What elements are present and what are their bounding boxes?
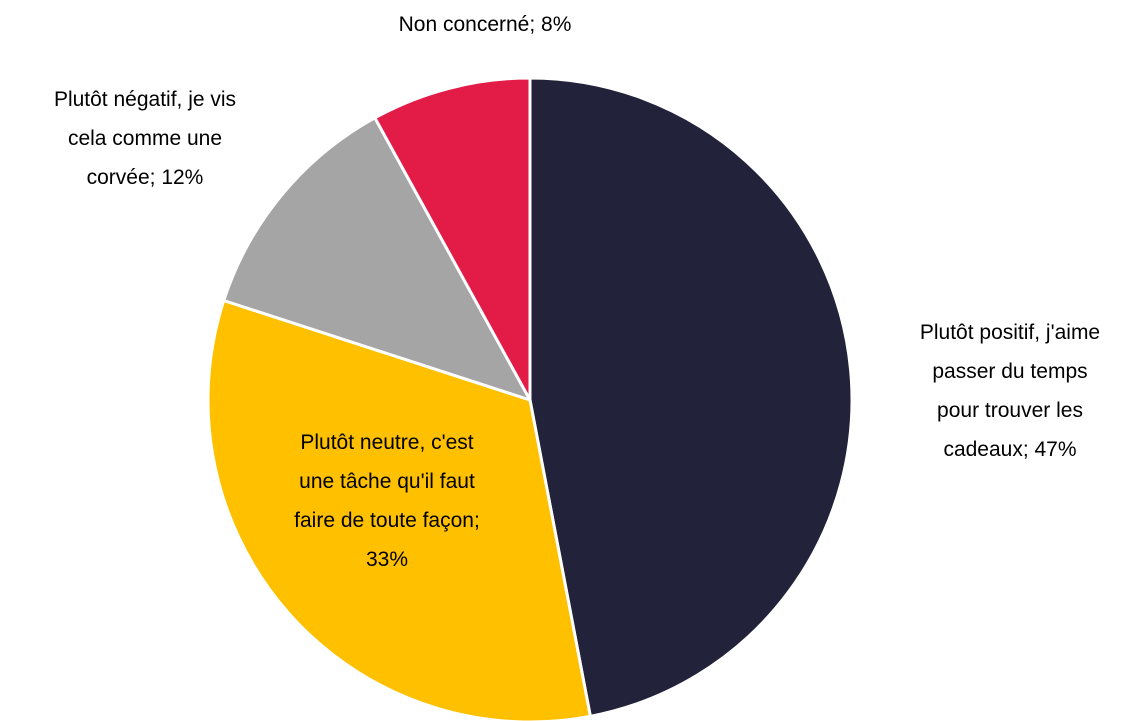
data-label-line: Plutôt positif, j'aime (920, 321, 1100, 344)
data-label-line: une tâche qu'il faut (299, 470, 475, 493)
data-label-line: faire de toute façon; (294, 509, 480, 532)
data-label-line: Non concerné; 8% (399, 13, 572, 36)
pie-slice (206, 298, 592, 721)
data-label: Plutôt neutre, c'est une tâche qu'il faut… (294, 431, 480, 571)
data-label-line: corvée; 12% (87, 166, 204, 189)
data-label: Plutôt négatif, je vis cela comme une corv… (54, 88, 236, 189)
data-label-line: 33% (366, 548, 408, 571)
data-label-line: Plutôt neutre, c'est (300, 431, 473, 454)
data-label-line: cela comme une (68, 127, 222, 150)
pie-slice (222, 116, 532, 402)
data-label-line: passer du temps (932, 360, 1087, 383)
data-label-line: Plutôt négatif, je vis (54, 88, 236, 111)
data-label: Plutôt positif, j'aime passer du temps pou… (920, 321, 1100, 461)
pie-slice (373, 76, 532, 402)
pie-slice (528, 76, 854, 718)
data-label-line: cadeaux; 47% (943, 438, 1076, 461)
data-label-line: pour trouver les (937, 399, 1083, 422)
data-label: Non concerné; 8% (399, 13, 572, 36)
